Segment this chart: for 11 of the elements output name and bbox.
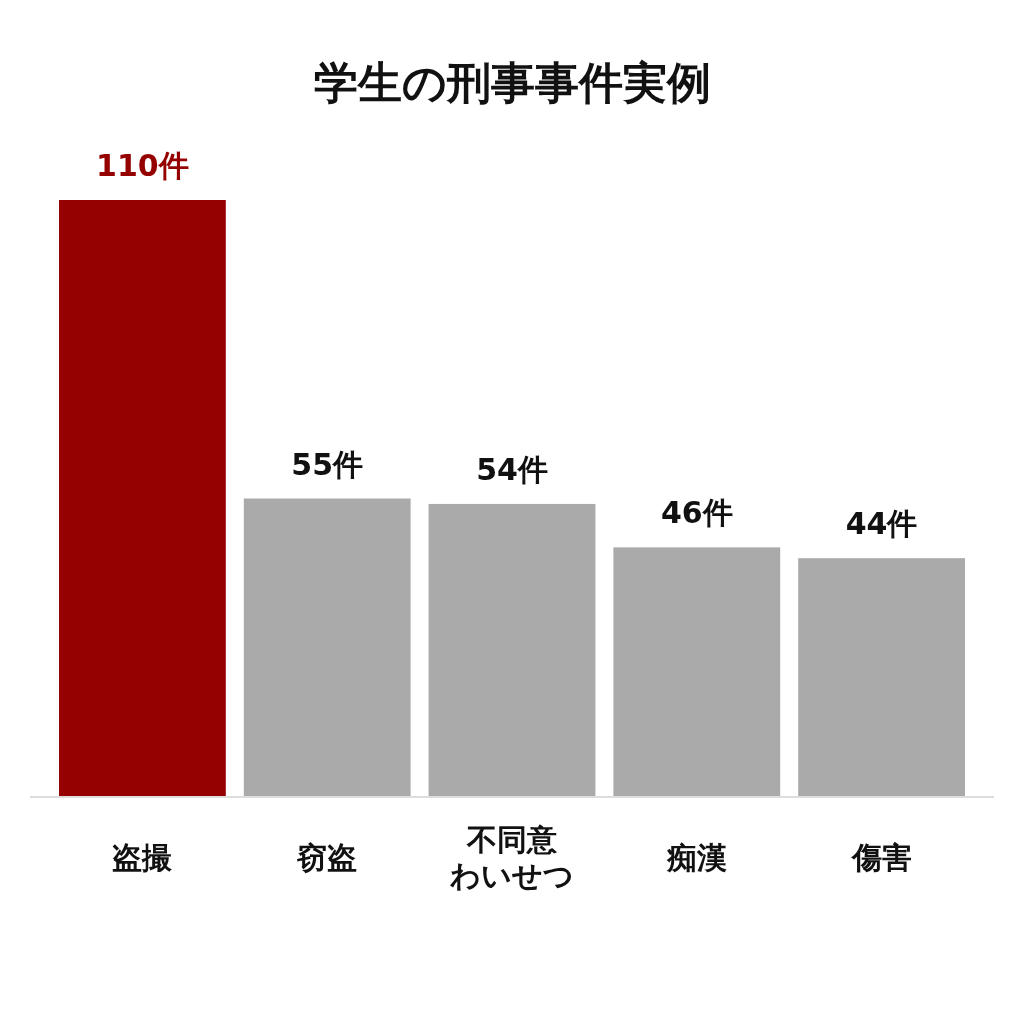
data-label: 44件 bbox=[845, 506, 918, 542]
data-label: 55件 bbox=[291, 446, 364, 482]
data-label: 110件 bbox=[96, 148, 189, 183]
data-label: 46件 bbox=[660, 495, 733, 531]
x-tick-label: 傷害 bbox=[849, 840, 912, 875]
data-label: 54件 bbox=[476, 451, 548, 487]
x-tick-label: 窃盗 bbox=[296, 840, 358, 875]
x-tick-label: 不同意わいせつ bbox=[450, 822, 574, 893]
x-tick-label: 痴漢 bbox=[665, 840, 727, 875]
chart-title: 学生の刑事事件実例 bbox=[313, 57, 711, 108]
x-tick-label: 盗撮 bbox=[112, 840, 173, 875]
